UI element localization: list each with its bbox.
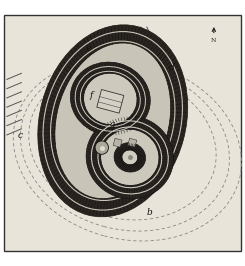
Ellipse shape [84, 73, 137, 124]
Ellipse shape [95, 141, 109, 154]
Ellipse shape [38, 25, 188, 217]
Polygon shape [113, 138, 122, 147]
Ellipse shape [70, 62, 150, 136]
Polygon shape [97, 90, 124, 113]
Ellipse shape [55, 43, 171, 199]
FancyBboxPatch shape [4, 15, 241, 251]
Text: d: d [168, 63, 174, 72]
Text: N: N [211, 38, 217, 43]
Polygon shape [128, 138, 137, 147]
Ellipse shape [114, 143, 146, 172]
Text: b: b [147, 208, 152, 217]
Text: f: f [89, 91, 93, 100]
Ellipse shape [122, 150, 138, 165]
Text: a: a [110, 120, 115, 129]
Text: e: e [86, 44, 91, 53]
Text: c: c [18, 131, 23, 140]
Ellipse shape [86, 116, 173, 199]
Ellipse shape [101, 129, 159, 185]
